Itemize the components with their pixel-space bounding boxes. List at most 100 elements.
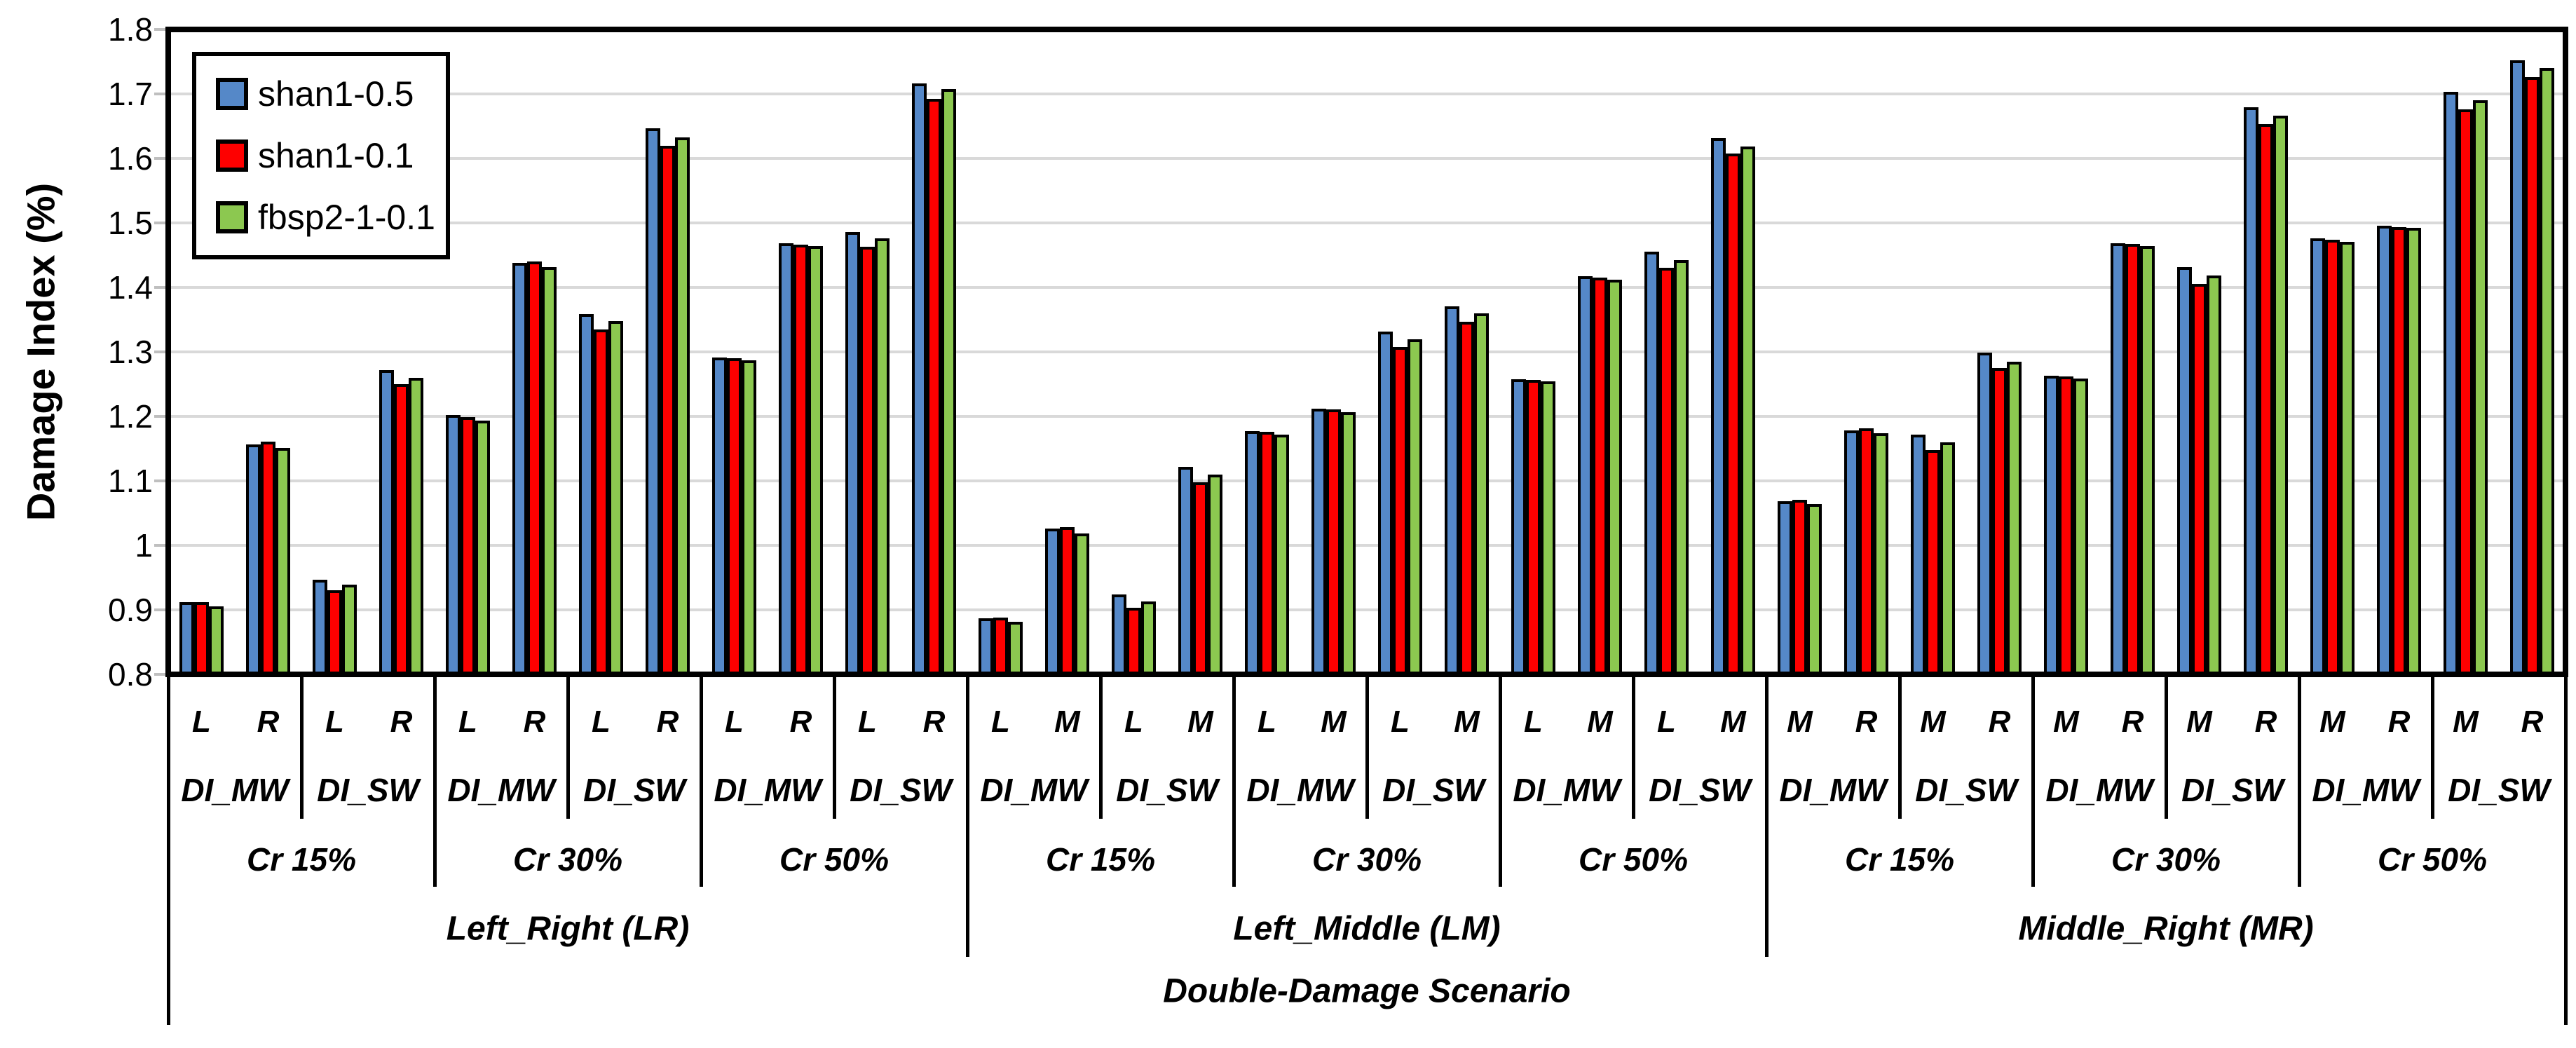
- bar-shan1-0.1: [1126, 608, 1141, 674]
- bar-fbsp2-1-0.1: [2207, 275, 2221, 674]
- x-di-label: DI_MW: [447, 772, 555, 808]
- bar-shan1-0.5: [246, 444, 261, 674]
- bar-fbsp2-1-0.1: [1807, 504, 1822, 674]
- bar-shan1-0.5: [1644, 252, 1659, 674]
- bar-shan1-0.1: [527, 261, 542, 674]
- di-divider: [1365, 674, 1369, 819]
- bar-fbsp2-1-0.1: [675, 137, 690, 674]
- x-position-label: L: [592, 705, 611, 739]
- y-axis-tick-label: 1.3: [108, 334, 153, 370]
- bar-shan1-0.1: [1792, 499, 1807, 674]
- y-axis-tick: [154, 608, 168, 611]
- x-cr-label: Cr 30%: [513, 841, 622, 878]
- y-axis-tick: [154, 28, 168, 31]
- bar-fbsp2-1-0.1: [941, 88, 956, 674]
- bar-fbsp2-1-0.1: [1674, 260, 1689, 674]
- x-position-label: M: [2319, 705, 2345, 739]
- x-di-label: DI_MW: [1513, 772, 1621, 808]
- bar-shan1-0.1: [1726, 153, 1740, 674]
- x-position-label: M: [2453, 705, 2479, 739]
- x-position-label: L: [1524, 705, 1543, 739]
- x-di-label: DI_MW: [1779, 772, 1887, 808]
- bar-shan1-0.1: [2525, 77, 2540, 674]
- bar-shan1-0.1: [1593, 278, 1607, 674]
- legend-swatch-red: [216, 139, 248, 172]
- bar-fbsp2-1-0.1: [1607, 279, 1622, 674]
- bar-shan1-0.1: [2392, 226, 2406, 674]
- bar-fbsp2-1-0.1: [2540, 68, 2554, 674]
- x-position-label: R: [390, 705, 413, 739]
- y-axis-tick: [154, 415, 168, 418]
- x-di-label: DI_SW: [2448, 772, 2550, 808]
- bar-shan1-0.5: [1844, 430, 1859, 674]
- x-position-label: R: [922, 705, 946, 739]
- top-border: [165, 27, 2568, 32]
- x-section-label: Left_Right (LR): [446, 910, 690, 948]
- bar-shan1-0.5: [1977, 352, 1992, 674]
- bar-shan1-0.5: [2111, 243, 2125, 674]
- di-divider: [566, 674, 570, 819]
- x-di-label: DI_MW: [714, 772, 822, 808]
- legend-swatch-green: [216, 201, 248, 233]
- bar-fbsp2-1-0.1: [2406, 228, 2421, 674]
- x-cr-label: Cr 30%: [1312, 841, 1422, 878]
- bar-shan1-0.5: [1711, 138, 1726, 674]
- di-divider: [833, 674, 836, 819]
- y-axis-tick: [154, 673, 168, 676]
- x-position-label: L: [458, 705, 477, 739]
- x-cr-label: Cr 15%: [247, 841, 356, 878]
- x-position-label: M: [1787, 705, 1813, 739]
- x-di-label: DI_SW: [1649, 772, 1751, 808]
- y-axis-tick-label: 1: [135, 527, 153, 564]
- x-position-label: R: [789, 705, 812, 739]
- x-cr-label: Cr 50%: [2378, 841, 2487, 878]
- bar-shan1-0.1: [1060, 527, 1075, 674]
- x-position-label: M: [1054, 705, 1080, 739]
- di-divider: [1632, 674, 1635, 819]
- bar-shan1-0.5: [1378, 331, 1393, 674]
- bar-shan1-0.5: [2377, 225, 2392, 674]
- x-position-label: M: [1454, 705, 1480, 739]
- legend-label: fbsp2-1-0.1: [258, 198, 435, 237]
- x-di-label: DI_MW: [2045, 772, 2153, 808]
- cr-divider: [1232, 674, 1236, 887]
- bar-shan1-0.1: [1393, 346, 1408, 674]
- bar-shan1-0.5: [179, 601, 194, 674]
- outer-divider: [167, 674, 170, 1025]
- x-position-label: L: [1657, 705, 1676, 739]
- bar-fbsp2-1-0.1: [1874, 433, 1888, 674]
- x-position-label: R: [2521, 705, 2544, 739]
- x-di-label: DI_MW: [980, 772, 1088, 808]
- bar-shan1-0.5: [512, 263, 527, 674]
- bar-fbsp2-1-0.1: [1474, 313, 1489, 674]
- x-di-label: DI_SW: [1116, 772, 1218, 808]
- gridline: [168, 222, 2565, 224]
- bar-shan1-0.1: [1326, 409, 1341, 674]
- legend-item: shan1-0.5: [216, 74, 446, 114]
- x-position-label: L: [858, 705, 877, 739]
- bar-fbsp2-1-0.1: [875, 238, 890, 674]
- gridline: [168, 157, 2565, 160]
- bar-fbsp2-1-0.1: [2007, 361, 2022, 674]
- bar-fbsp2-1-0.1: [2073, 378, 2088, 674]
- cr-divider: [700, 674, 703, 887]
- x-position-label: L: [325, 705, 344, 739]
- y-axis-tick: [154, 286, 168, 289]
- cr-divider: [2031, 674, 2035, 887]
- y-axis-tick-label: 0.8: [108, 656, 153, 693]
- bar-fbsp2-1-0.1: [409, 377, 423, 674]
- legend-swatch-blue: [216, 78, 248, 110]
- gridline: [168, 479, 2565, 482]
- y-axis-tick-label: 1.8: [108, 11, 153, 48]
- x-position-label: L: [725, 705, 744, 739]
- bar-shan1-0.1: [927, 99, 941, 674]
- x-position-label: R: [523, 705, 546, 739]
- x-axis-line: [165, 672, 2568, 677]
- bar-fbsp2-1-0.1: [542, 267, 557, 674]
- gridline: [168, 351, 2565, 353]
- bar-fbsp2-1-0.1: [1075, 533, 1089, 674]
- di-divider: [300, 674, 304, 819]
- bar-shan1-0.5: [2044, 376, 2059, 674]
- x-di-label: DI_SW: [583, 772, 686, 808]
